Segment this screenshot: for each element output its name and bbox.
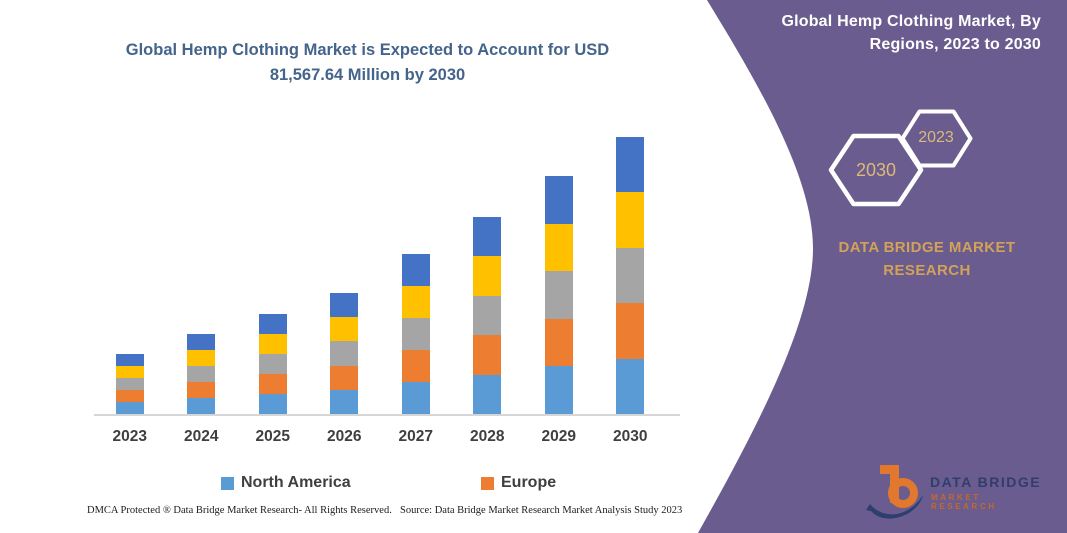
bar-segment-2024-unlabeled-darkblue [187, 334, 216, 350]
bar-stack-2023 [115, 354, 144, 414]
x-axis-label-2029: 2029 [541, 428, 576, 445]
chart-title: Global Hemp Clothing Market is Expected … [95, 38, 640, 88]
bar-column-2024 [166, 137, 238, 414]
bar-segment-2028-unlabeled-yellow [473, 256, 502, 296]
bar-segment-2024-unlabeled-gray [187, 366, 216, 382]
chart-title-line1: Global Hemp Clothing Market is Expected … [125, 41, 610, 59]
x-axis-label-2028: 2028 [470, 428, 505, 445]
bar-segment-2023-unlabeled-yellow [115, 366, 144, 378]
legend-item-europe: Europe [481, 474, 556, 492]
x-axis-label-2026: 2026 [327, 428, 362, 445]
bar-segment-2024-north-america [187, 398, 216, 414]
panel-title-line2: Regions, 2023 to 2030 [869, 36, 1041, 53]
bar-segment-2029-unlabeled-darkblue [544, 176, 573, 224]
bar-segment-2029-unlabeled-gray [544, 271, 573, 319]
bar-segment-2026-north-america [330, 389, 359, 414]
brand-text-line2: RESEARCH [883, 262, 971, 279]
bar-segment-2030-unlabeled-yellow [616, 192, 645, 248]
bar-stack-2025 [258, 314, 287, 414]
bar-segment-2027-unlabeled-darkblue [401, 254, 430, 286]
bar-column-2025 [237, 137, 309, 414]
dbmr-logo: DATA BRIDGE MARKET RESEARCH [866, 460, 1046, 522]
x-axis-labels: 2023 2024 2025 2026 2027 2028 2029 2030 [94, 428, 666, 446]
dmca-footer-text: DMCA Protected ® Data Bridge Market Rese… [87, 505, 392, 516]
bar-segment-2024-unlabeled-yellow [187, 350, 216, 366]
bar-segment-2023-europe [115, 390, 144, 402]
bar-segment-2030-unlabeled-gray [616, 247, 645, 304]
x-axis-label-2023: 2023 [112, 428, 147, 445]
bar-stack-2028 [473, 217, 502, 414]
x-axis-label-2027: 2027 [398, 428, 433, 445]
bar-segment-2025-unlabeled-gray [258, 354, 287, 374]
bar-stack-2030 [616, 137, 645, 414]
x-axis-label-2024: 2024 [184, 428, 219, 445]
bar-segment-2028-unlabeled-gray [473, 295, 502, 336]
bar-segment-2030-unlabeled-darkblue [616, 137, 645, 193]
bar-segment-2029-north-america [544, 366, 573, 414]
bar-stack-2026 [330, 293, 359, 414]
bar-segment-2025-europe [258, 374, 287, 394]
bar-segment-2028-unlabeled-darkblue [473, 217, 502, 257]
bar-segment-2027-unlabeled-yellow [401, 286, 430, 318]
chart-title-line2: 81,567.64 Million by 2030 [269, 66, 466, 84]
dbmr-logo-icon [866, 465, 923, 519]
purple-panel-shape [698, 0, 1067, 533]
hexagon-2023-label: 2023 [918, 129, 954, 146]
x-axis-label-2030: 2030 [613, 428, 648, 445]
brand-text-line1: DATA BRIDGE MARKET [838, 239, 1016, 256]
bar-column-2027 [380, 137, 452, 414]
bar-segment-2025-unlabeled-yellow [258, 334, 287, 354]
bar-chart-plot-area [94, 137, 666, 414]
bar-stack-2027 [401, 254, 430, 414]
logo-subtitle: MARKET RESEARCH [931, 493, 997, 511]
bar-segment-2027-north-america [401, 382, 430, 414]
bar-stack-2029 [544, 176, 573, 414]
bar-segment-2029-unlabeled-yellow [544, 223, 573, 272]
bar-segment-2024-europe [187, 382, 216, 398]
bar-segment-2026-unlabeled-gray [330, 341, 359, 366]
panel-title-line1: Global Hemp Clothing Market, By [781, 13, 1041, 30]
bar-segment-2023-unlabeled-gray [115, 378, 144, 390]
panel-title: Global Hemp Clothing Market, By Regions,… [711, 10, 1041, 56]
bar-segment-2030-europe [616, 303, 645, 359]
bar-column-2023 [94, 137, 166, 414]
brand-text: DATA BRIDGE MARKET RESEARCH [822, 236, 1032, 282]
bar-segment-2026-europe [330, 365, 359, 390]
hexagon-2023 [900, 109, 973, 168]
bar-column-2029 [523, 137, 595, 414]
bar-segment-2027-europe [401, 350, 430, 382]
north-america-swatch-icon [221, 476, 234, 490]
hexagon-2030 [828, 133, 924, 207]
bar-segment-2030-north-america [616, 358, 645, 414]
hexagon-2030-label: 2030 [855, 160, 897, 180]
bar-column-2028 [452, 137, 524, 414]
bar-segment-2028-north-america [473, 374, 502, 414]
bar-segment-2025-unlabeled-darkblue [258, 314, 287, 334]
europe-swatch-icon [481, 476, 494, 490]
source-footer-text: Source: Data Bridge Market Research Mark… [400, 505, 683, 516]
bar-segment-2026-unlabeled-yellow [330, 317, 359, 342]
bar-column-2030 [595, 137, 667, 414]
bar-segment-2026-unlabeled-darkblue [330, 293, 359, 318]
bar-stack-2024 [187, 334, 216, 414]
legend-label-europe: Europe [501, 474, 557, 491]
x-axis-line [94, 414, 680, 416]
bar-segment-2023-unlabeled-darkblue [115, 354, 144, 366]
x-axis-label-2025: 2025 [255, 428, 290, 445]
legend-label-north-america: North America [241, 474, 351, 491]
bar-segment-2025-north-america [258, 394, 287, 414]
bar-segment-2023-north-america [115, 402, 144, 414]
bar-column-2026 [309, 137, 381, 414]
bar-segment-2029-europe [544, 318, 573, 367]
bar-segment-2028-europe [473, 335, 502, 375]
logo-name: DATA BRIDGE [930, 474, 1042, 490]
legend-item-north-america: North America [221, 474, 351, 492]
bar-segment-2027-unlabeled-gray [401, 318, 430, 350]
